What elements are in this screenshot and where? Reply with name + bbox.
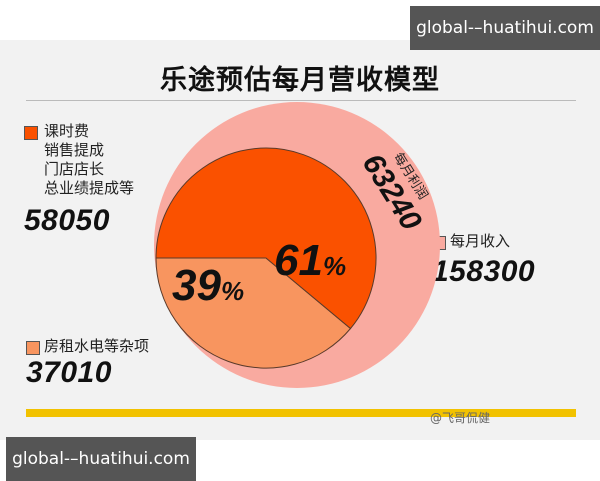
legend-income-label: 每月收入 — [450, 233, 511, 250]
legend-staff-line: 门店店长 — [44, 161, 105, 178]
watermark-top: global-–huatihui.com — [410, 6, 600, 50]
pie-slice-staff — [155, 147, 377, 330]
legend-rent-label: 房租水电等杂项 — [44, 338, 150, 355]
pie-slice-rent — [155, 257, 352, 369]
pie-label-staff-percent-number: 61 — [274, 236, 323, 285]
pie-label-rent-percent: 39% — [172, 261, 244, 310]
title-rule — [26, 100, 576, 101]
footer-credit: @飞哥侃健 — [430, 411, 491, 425]
legend-rent-costs: 房租水电等杂项 37010 — [26, 337, 149, 390]
legend-rent-value: 37010 — [26, 356, 112, 389]
legend-swatch-staff — [24, 126, 38, 140]
legend-monthly-income: 每月收入 158300 — [432, 232, 535, 289]
legend-income-value: 158300 — [432, 255, 536, 288]
pie-label-staff-percent: 61% — [274, 236, 346, 285]
pie-label-rent-percent-number: 39 — [172, 261, 221, 310]
legend-staff-costs: 课时费销售提成门店店长总业绩提成等 58050 — [24, 122, 134, 238]
pie-label-staff-percent-sign: % — [323, 251, 346, 281]
legend-swatch-rent — [26, 341, 40, 355]
legend-staff-line: 总业绩提成等 — [44, 180, 135, 197]
pie-label-rent-percent-sign: % — [221, 276, 244, 306]
legend-staff-line: 销售提成 — [44, 142, 105, 159]
accent-bar — [26, 409, 576, 417]
legend-staff-line: 课时费 — [44, 123, 90, 140]
legend-staff-value: 58050 — [24, 204, 110, 237]
chart-title: 乐途预估每月营收模型 — [160, 65, 440, 95]
watermark-bottom: global-–huatihui.com — [6, 437, 196, 481]
legend-staff-label: 课时费销售提成门店店长总业绩提成等 — [44, 122, 134, 198]
